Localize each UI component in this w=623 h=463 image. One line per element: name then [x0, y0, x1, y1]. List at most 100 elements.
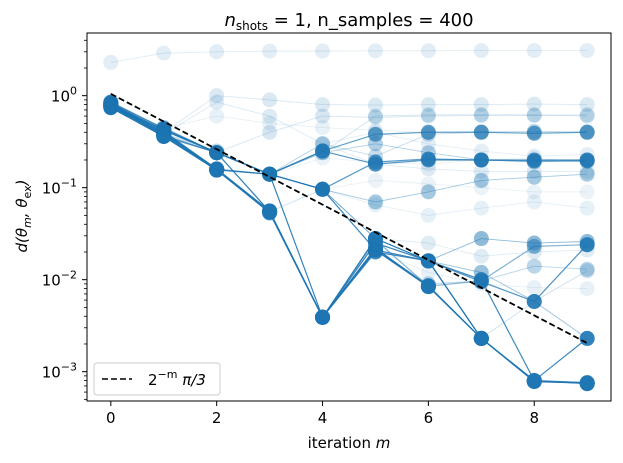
series-point	[473, 273, 489, 289]
series-point	[315, 145, 331, 161]
series-point	[473, 330, 489, 346]
series-point	[315, 136, 331, 152]
series-point	[579, 108, 595, 124]
series-point	[209, 162, 225, 178]
series-point	[420, 124, 436, 140]
series-point	[473, 172, 489, 188]
series-point	[367, 108, 383, 124]
series-point	[526, 124, 542, 140]
series-point	[156, 122, 172, 138]
series-line	[110, 105, 588, 175]
series-point	[526, 163, 542, 179]
series-point	[103, 97, 119, 113]
series-point	[315, 309, 331, 325]
series-point	[526, 123, 542, 139]
series-point	[473, 43, 489, 59]
x-ticks: 0 2 4 6 8	[106, 401, 539, 427]
series-point	[526, 244, 542, 260]
series-point	[526, 373, 542, 389]
series-point	[103, 98, 119, 114]
series-point	[156, 121, 172, 137]
series-point	[367, 231, 383, 247]
series-point	[579, 124, 595, 140]
series-point	[262, 204, 278, 220]
series-point	[526, 107, 542, 123]
series-line	[110, 105, 588, 257]
series-point	[103, 99, 119, 115]
series-point	[209, 162, 225, 178]
series-point	[103, 54, 119, 70]
series-point	[526, 293, 542, 309]
series-point	[156, 124, 172, 140]
series-point	[367, 124, 383, 140]
series-line	[110, 106, 588, 319]
legend-box	[93, 362, 221, 396]
series-point	[367, 109, 383, 125]
series-point	[579, 163, 595, 179]
series-point	[103, 96, 119, 112]
series-line	[110, 102, 588, 175]
series-point	[156, 127, 172, 143]
series-line	[110, 104, 588, 339]
series-point	[420, 43, 436, 59]
series-point	[315, 309, 331, 325]
series-point	[473, 152, 489, 168]
x-tick-label: 0	[106, 409, 116, 427]
series-line	[110, 105, 588, 175]
series-point	[103, 97, 119, 113]
y-tick-label: 10−1	[42, 177, 77, 198]
chart-title: nshots = 1, n_samples = 400	[224, 10, 473, 33]
series-point	[526, 107, 542, 123]
series-point	[579, 146, 595, 162]
series-point	[420, 97, 436, 113]
y-tick-label: 100	[51, 85, 77, 106]
series-point	[315, 309, 331, 325]
series-point	[209, 145, 225, 161]
series-point	[579, 124, 595, 140]
series-point	[367, 172, 383, 188]
series-line	[110, 104, 588, 216]
series-point	[315, 108, 331, 124]
legend: 2−m π/3	[93, 362, 221, 396]
legend-label: 2−m π/3	[148, 368, 206, 389]
series-point	[473, 231, 489, 247]
series-point	[526, 293, 542, 309]
series-point	[262, 92, 278, 108]
series-point	[526, 150, 542, 166]
series-point	[156, 125, 172, 141]
y-tick-label: 10−3	[42, 361, 77, 382]
series-point	[579, 234, 595, 249]
title-subscript: shots	[236, 19, 268, 33]
series-point	[103, 97, 119, 113]
series-line	[110, 50, 588, 63]
series-point	[473, 124, 489, 140]
series-point	[579, 330, 595, 346]
series-line	[110, 102, 588, 175]
series-point	[367, 242, 383, 258]
series-point	[526, 152, 542, 168]
series-point	[473, 276, 489, 292]
series-point	[156, 122, 172, 138]
series-point	[209, 145, 225, 161]
series-point	[579, 42, 595, 58]
series-point	[579, 263, 595, 279]
series-point	[315, 97, 331, 113]
series-point	[209, 94, 225, 110]
series-point	[579, 152, 595, 168]
series-point	[526, 194, 542, 210]
series-point	[209, 145, 225, 161]
series-point	[367, 148, 383, 164]
series-point	[209, 145, 225, 161]
series-point	[156, 123, 172, 139]
series-point	[473, 107, 489, 123]
series-point	[103, 96, 119, 112]
series-point	[420, 124, 436, 140]
series-point	[209, 143, 225, 159]
series-point	[367, 136, 383, 152]
series-line	[110, 104, 588, 175]
series-point	[367, 126, 383, 142]
series-point	[209, 162, 225, 178]
series-point	[579, 97, 595, 113]
series-point	[473, 97, 489, 113]
